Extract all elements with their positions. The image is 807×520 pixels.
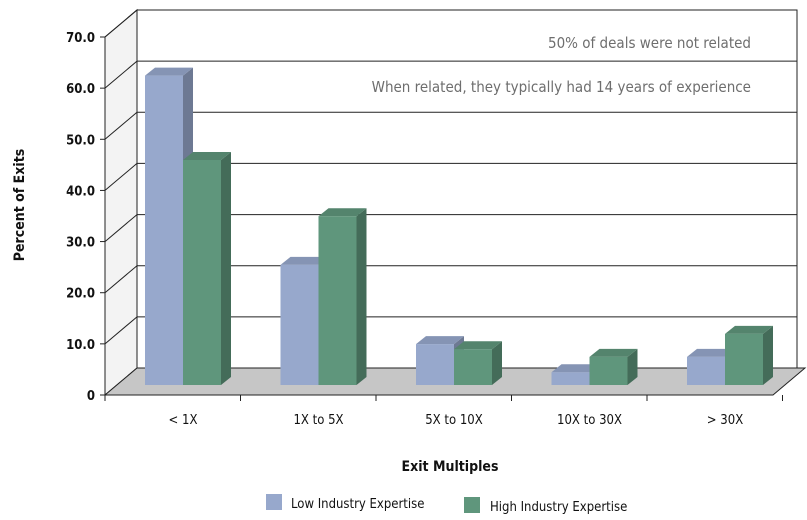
bar-top — [687, 348, 735, 357]
bar-side — [356, 208, 367, 385]
legend-label-low: Low Industry Expertise — [291, 497, 424, 512]
gridline-side — [104, 9, 138, 38]
back-wall — [136, 9, 798, 369]
bar-front — [551, 372, 590, 385]
bar-top — [589, 348, 638, 357]
x-category-label: 1X to 5X — [293, 413, 343, 428]
bar-side — [763, 325, 773, 385]
legend: Low Industry Expertise High Industry Exp… — [266, 494, 627, 515]
x-category-labels: < 1X 1X to 5X 5X to 10X 10X to 30X > 30X — [169, 413, 744, 428]
side-wall — [104, 8, 138, 397]
bar-top — [551, 364, 600, 373]
y-tick-labels: 0 10.0 20.0 30.0 40.0 50.0 60.0 70.0 — [66, 31, 95, 404]
bar-high-0 — [183, 151, 231, 385]
gridlines — [100, 9, 797, 401]
gridline-side — [104, 214, 138, 242]
y-tick-label: 0 — [87, 389, 95, 404]
y-tick-label: 50.0 — [66, 133, 95, 148]
y-tick-label: 70.0 — [66, 31, 95, 46]
bar-front — [416, 344, 454, 385]
gridline-side — [104, 111, 138, 140]
bar-front — [687, 356, 725, 385]
bar-top — [280, 256, 329, 265]
bar-front — [318, 216, 357, 385]
x-axis-title: Exit Multiples — [402, 459, 499, 475]
bar-top — [416, 336, 464, 345]
y-tick-label: 30.0 — [66, 236, 95, 251]
x-category-label: > 30X — [707, 413, 743, 428]
bar-front — [145, 75, 183, 385]
bar-side — [221, 151, 231, 385]
bar-top — [454, 341, 502, 350]
gridline-side — [104, 265, 138, 294]
x-category-label: 10X to 30X — [557, 413, 622, 428]
annotation-not-related: 50% of deals were not related — [548, 34, 751, 52]
bars — [145, 67, 773, 385]
x-category-label: < 1X — [169, 413, 198, 428]
bar-high-4 — [725, 325, 773, 385]
bar-front — [725, 333, 763, 385]
bar-high-1 — [318, 208, 367, 385]
y-tick-label: 60.0 — [66, 82, 95, 97]
x-category-label: 5X to 10X — [425, 413, 483, 428]
bar-high-2 — [454, 341, 502, 385]
bar-front — [589, 356, 628, 385]
gridline-side — [104, 163, 138, 191]
bar-top — [183, 151, 231, 160]
y-axis-title: Percent of Exits — [12, 149, 28, 261]
bar-high-3 — [589, 348, 638, 385]
legend-swatch-low — [266, 494, 282, 510]
gridline-side — [104, 316, 138, 345]
bar-front — [183, 159, 221, 385]
bar-side — [627, 348, 638, 385]
bar-side — [492, 341, 502, 385]
bar-top — [145, 67, 193, 76]
annotation-experience: When related, they typically had 14 year… — [372, 78, 751, 96]
bar-top — [318, 208, 367, 217]
legend-swatch-high — [464, 497, 480, 513]
gridline-side — [104, 60, 138, 89]
y-tick-label: 40.0 — [66, 184, 95, 199]
y-tick-label: 10.0 — [66, 338, 95, 353]
bar-top — [725, 325, 773, 334]
legend-label-high: High Industry Expertise — [490, 500, 627, 515]
y-tick-label: 20.0 — [66, 287, 95, 302]
bar-front — [280, 264, 319, 385]
chart-walls — [103, 8, 807, 397]
bar-front — [454, 349, 492, 385]
